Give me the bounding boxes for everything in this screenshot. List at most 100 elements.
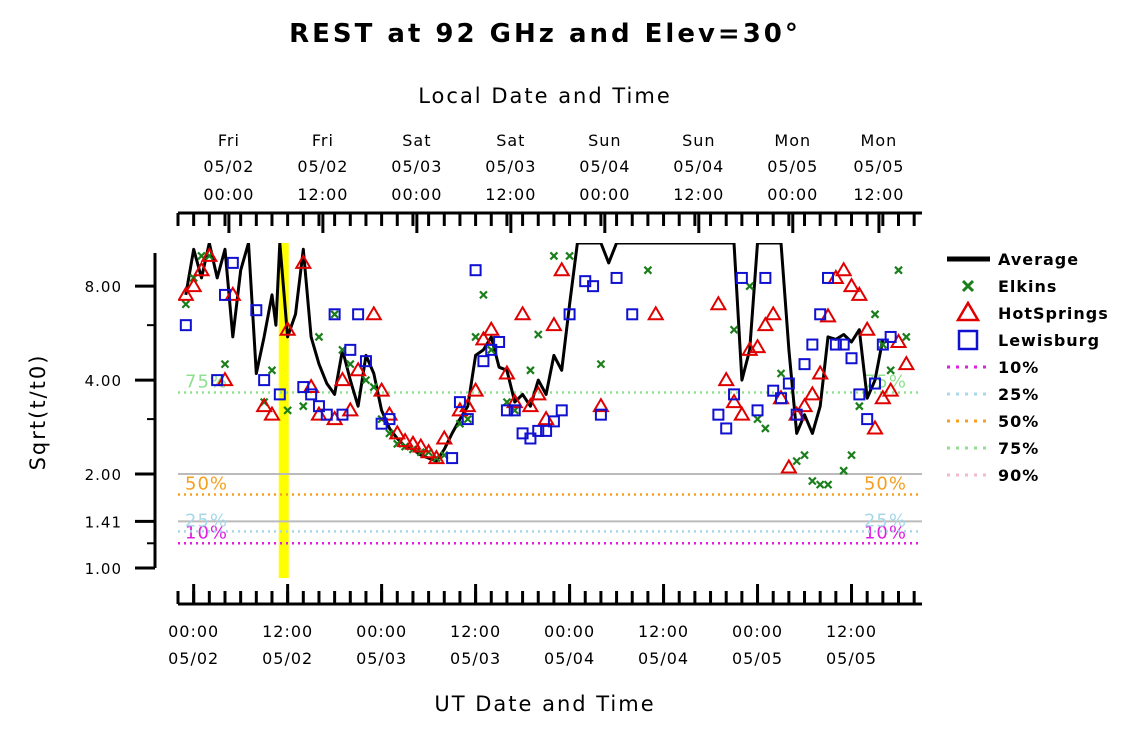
marker-lewisburg bbox=[626, 308, 639, 321]
percentile-label-right: 50% bbox=[864, 473, 907, 494]
legend-item: 50% bbox=[947, 412, 1039, 431]
marker-hotsprings bbox=[372, 381, 391, 397]
legend: Average Elkins HotSprings Lewisburg 10% 25% 50… bbox=[947, 250, 1108, 485]
bottom-tick-date: 05/04 bbox=[638, 649, 689, 668]
marker-hotsprings bbox=[365, 305, 383, 321]
percentile-label-left: 75% bbox=[185, 372, 228, 393]
marker-elkins bbox=[526, 366, 535, 375]
legend-item: 10% bbox=[947, 358, 1038, 377]
marker-hotsprings bbox=[795, 397, 814, 413]
marker-elkins bbox=[792, 456, 801, 466]
marker-hotsprings bbox=[419, 443, 438, 459]
marker-lewisburg bbox=[555, 404, 568, 417]
marker-hotsprings bbox=[178, 285, 195, 301]
legend-item: HotSprings bbox=[955, 300, 1108, 323]
marker-elkins bbox=[314, 332, 324, 342]
marker-lewisburg bbox=[822, 271, 835, 284]
marker-elkins bbox=[330, 310, 339, 319]
marker-hotsprings bbox=[506, 393, 524, 409]
marker-lewisburg bbox=[869, 377, 882, 390]
top-tick-date: 05/03 bbox=[485, 157, 536, 176]
percentile-label-right: 25% bbox=[864, 510, 907, 531]
marker-lewisburg bbox=[767, 384, 780, 397]
marker-lewisburg bbox=[500, 404, 513, 417]
marker-lewisburg bbox=[829, 338, 842, 351]
top-tick-time: 00:00 bbox=[203, 185, 254, 204]
marker-lewisburg bbox=[814, 308, 827, 321]
marker-lewisburg bbox=[258, 374, 271, 387]
marker-hotsprings bbox=[513, 305, 532, 321]
marker-hotsprings bbox=[545, 316, 563, 332]
marker-lewisburg bbox=[312, 400, 325, 413]
marker-lewisburg bbox=[320, 408, 333, 421]
marker-hotsprings bbox=[842, 277, 861, 293]
marker-hotsprings bbox=[404, 434, 422, 450]
marker-elkins bbox=[902, 332, 911, 342]
marker-lewisburg bbox=[594, 408, 607, 421]
marker-lewisburg bbox=[876, 338, 889, 351]
marker-hotsprings bbox=[733, 405, 751, 421]
marker-hotsprings bbox=[811, 364, 829, 380]
legend-label: 50% bbox=[998, 412, 1039, 431]
marker-lewisburg bbox=[453, 396, 466, 409]
marker-hotsprings bbox=[192, 261, 211, 277]
marker-elkins bbox=[823, 480, 833, 489]
legend-item: 90% bbox=[947, 466, 1038, 485]
top-tick-date: 05/02 bbox=[203, 157, 254, 176]
marker-lewisburg bbox=[587, 280, 600, 293]
top-tick-day: Sat bbox=[496, 131, 525, 150]
marker-hotsprings bbox=[396, 432, 414, 448]
marker-lewisburg bbox=[720, 422, 733, 435]
marker-lewisburg bbox=[493, 335, 506, 348]
legend-label: Lewisburg bbox=[998, 331, 1100, 350]
marker-elkins bbox=[181, 299, 191, 309]
series-hotsprings bbox=[178, 246, 916, 474]
top-tick-time: 12:00 bbox=[297, 185, 348, 204]
marker-lewisburg bbox=[359, 355, 372, 368]
marker-hotsprings bbox=[427, 449, 446, 465]
marker-lewisburg bbox=[461, 413, 474, 426]
marker-lewisburg bbox=[782, 377, 795, 390]
top-tick-day: Mon bbox=[861, 131, 898, 150]
marker-lewisburg bbox=[540, 424, 553, 437]
percentile-label-right: 10% bbox=[864, 522, 907, 543]
percentile-label-left: 10% bbox=[185, 522, 228, 543]
marker-lewisburg bbox=[735, 271, 748, 284]
marker-lewisburg bbox=[524, 432, 537, 445]
legend-label: Average bbox=[998, 250, 1079, 269]
marker-lewisburg bbox=[383, 413, 396, 426]
marker-hotsprings bbox=[325, 410, 344, 426]
marker-lewisburg bbox=[610, 271, 623, 284]
marker-hotsprings bbox=[834, 261, 853, 277]
marker-hotsprings bbox=[466, 381, 485, 397]
top-axis-title: Local Date and Time bbox=[418, 84, 672, 108]
marker-hotsprings bbox=[200, 246, 219, 262]
marker-elkins bbox=[533, 330, 543, 339]
marker-elkins bbox=[800, 450, 809, 460]
marker-hotsprings bbox=[498, 364, 516, 380]
marker-lewisburg bbox=[273, 388, 286, 401]
marker-elkins bbox=[549, 251, 559, 261]
y-tick-label: 1.41 bbox=[85, 513, 122, 531]
marker-elkins bbox=[894, 265, 903, 275]
marker-hotsprings bbox=[255, 397, 273, 413]
marker-elkins bbox=[283, 406, 292, 415]
bottom-tick-time: 12:00 bbox=[826, 622, 877, 641]
marker-lewisburg bbox=[250, 304, 263, 317]
percentile-label-left: 25% bbox=[185, 510, 228, 531]
top-tick-time: 00:00 bbox=[579, 185, 630, 204]
marker-hotsprings bbox=[521, 397, 540, 413]
bottom-axis-title: UT Date and Time bbox=[434, 692, 655, 716]
marker-elkins bbox=[855, 401, 864, 411]
marker-lewisburg bbox=[563, 308, 576, 321]
marker-elkins bbox=[753, 414, 762, 424]
marker-hotsprings bbox=[482, 320, 501, 336]
top-tick-day: Mon bbox=[774, 131, 811, 150]
marker-lewisburg bbox=[477, 355, 490, 368]
marker-lewisburg bbox=[485, 343, 498, 356]
bottom-tick-time: 12:00 bbox=[638, 622, 689, 641]
marker-lewisburg bbox=[226, 256, 239, 269]
marker-hotsprings bbox=[709, 295, 728, 311]
series-average bbox=[184, 243, 885, 463]
